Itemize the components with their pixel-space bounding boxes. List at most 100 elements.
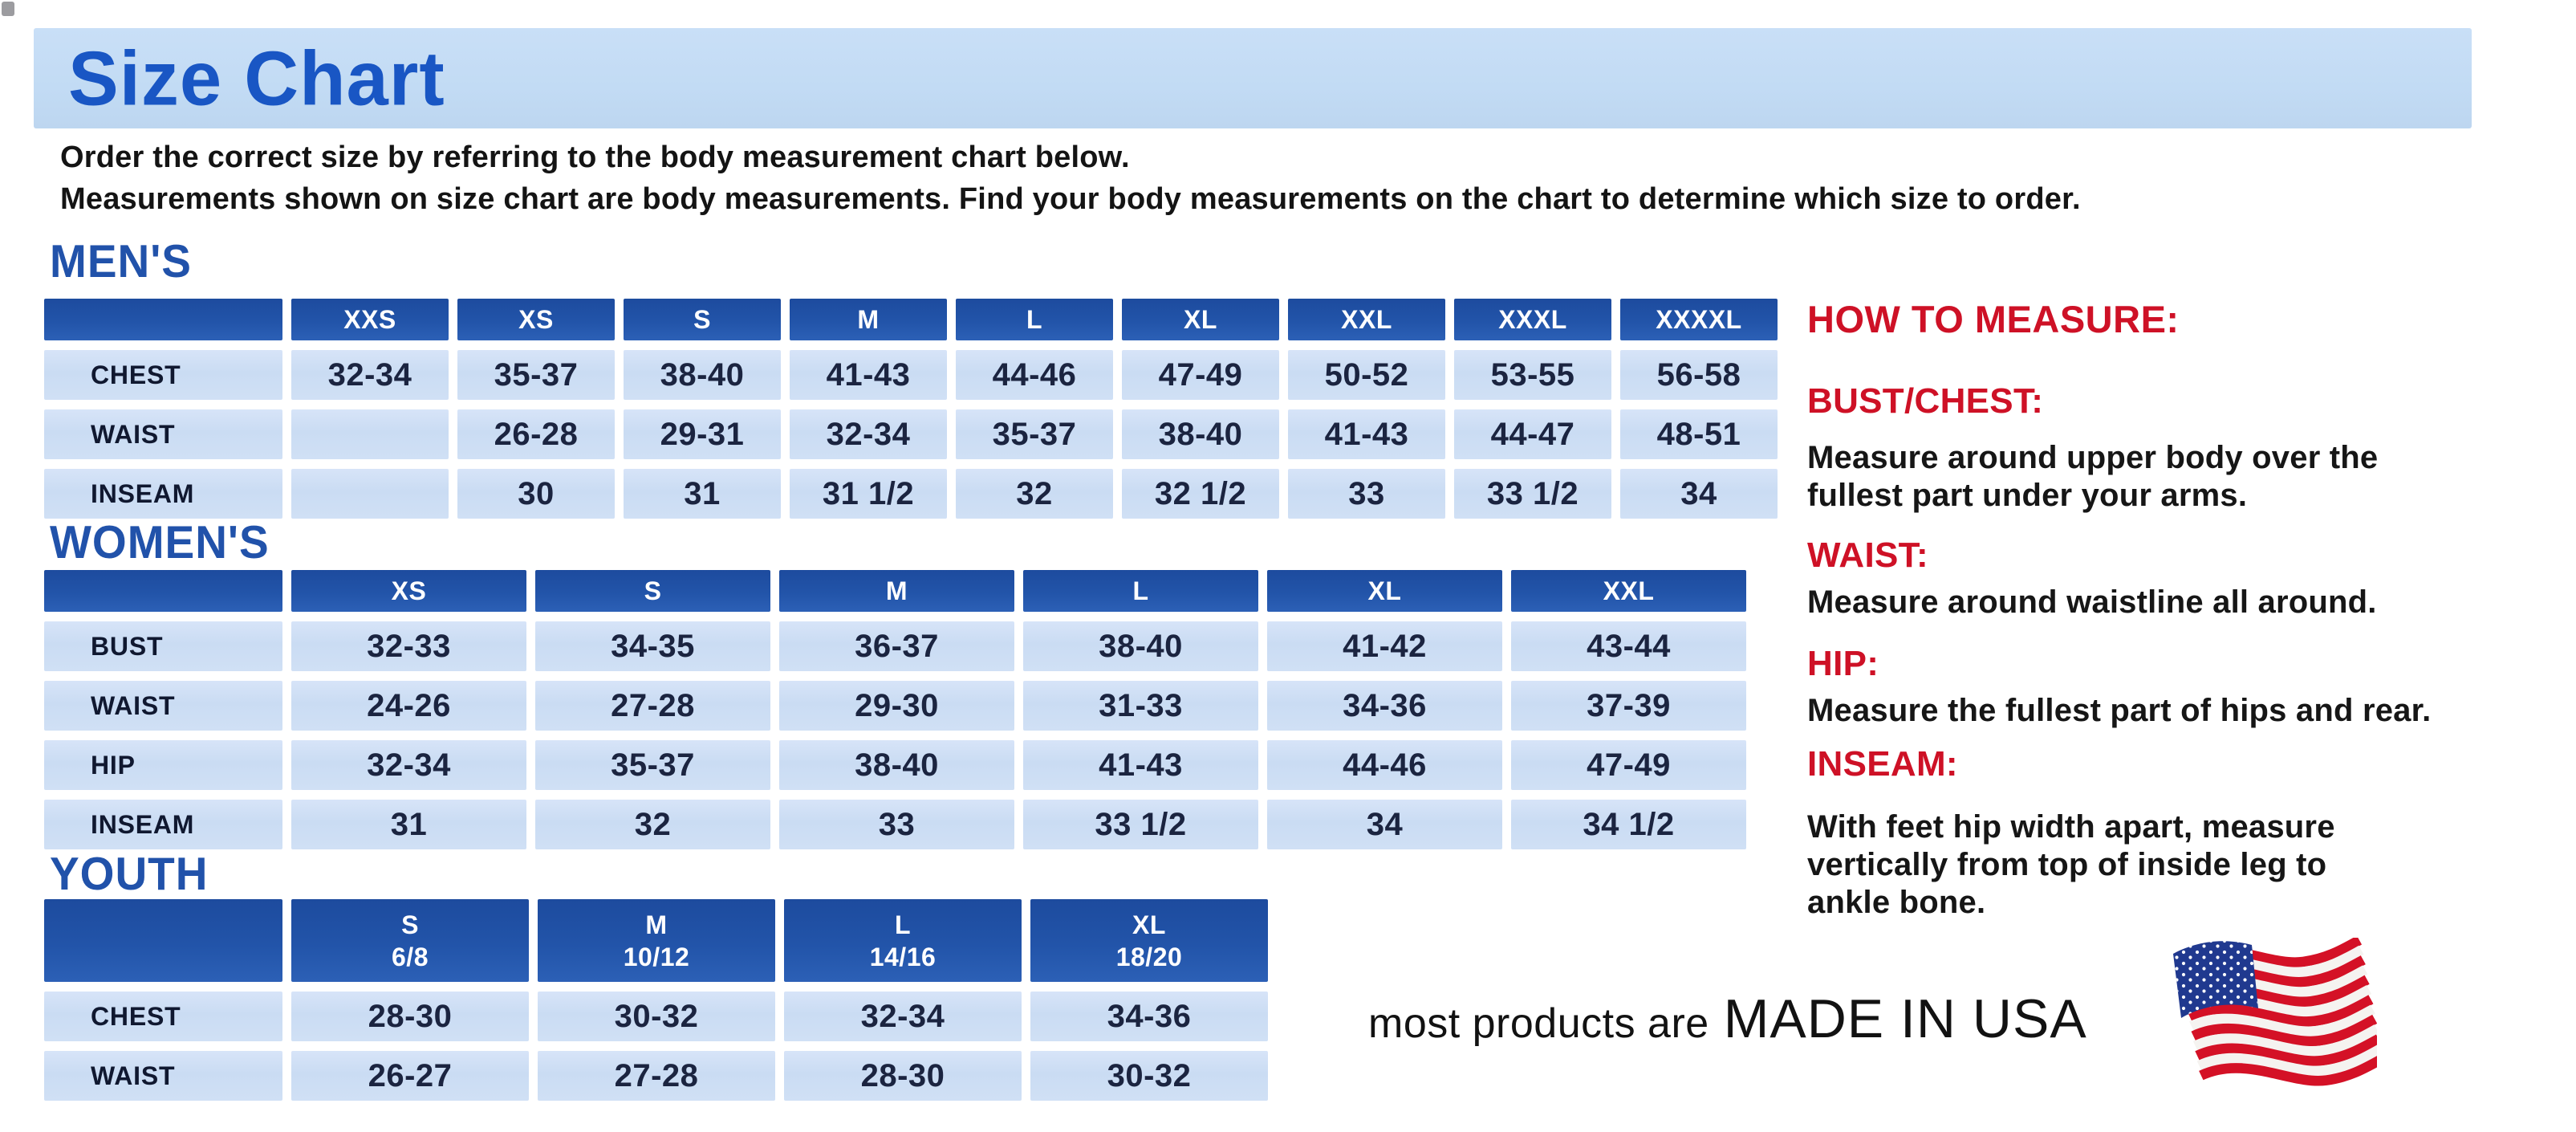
value-cell: 28-30 [784,1051,1022,1101]
value-cell: 38-40 [779,740,1014,790]
value-cell: 48-51 [1620,409,1778,459]
value-cell: 30-32 [538,992,775,1041]
measure-item-label: HIP: [1807,644,1879,683]
value-cell: 36-37 [779,621,1014,671]
measure-item-text: With feet hip width apart, measure verti… [1807,809,2335,920]
value-cell: 32 1/2 [1122,469,1279,519]
how-to-measure-heading: HOW TO MEASURE: [1807,298,2180,340]
row-label: INSEAM [44,469,282,519]
header-cell-size: XL [1122,299,1279,340]
table-row: BUST 32-33 34-35 36-37 38-40 41-42 43-44 [44,621,1746,671]
section-heading-youth: YOUTH [50,847,209,900]
header-cell-size: XXXXL [1620,299,1778,340]
row-label: WAIST [44,1051,282,1101]
value-cell: 44-46 [956,350,1113,400]
value-cell: 38-40 [624,350,781,400]
header-cell-size: M [790,299,947,340]
table-row: INSEAM 30 31 31 1/2 32 32 1/2 33 33 1/2 34 [44,469,1778,519]
youth-size-table: S 6/8 M 10/12 L 14/16 XL 18/20 CHEST 28-30 30-… [44,899,1268,1101]
measure-item: INSEAM: With feet hip width apart, measur… [1807,744,2562,922]
header-cell-size: L [956,299,1113,340]
value-cell: 35-37 [956,409,1113,459]
header-cell-size: XL 18/20 [1030,899,1268,982]
value-cell: 41-43 [1288,409,1445,459]
value-cell: 37-39 [1511,681,1746,731]
header-cell-blank [44,570,282,612]
row-label: HIP [44,740,282,790]
table-header-row: XXS XS S M L XL XXL XXXL XXXXL [44,299,1778,340]
value-cell: 47-49 [1511,740,1746,790]
measure-item: WAIST: Measure around waistline all aroun… [1807,535,2562,621]
row-label: WAIST [44,409,282,459]
value-cell: 31-33 [1023,681,1258,731]
value-cell [291,409,449,459]
value-cell: 56-58 [1620,350,1778,400]
value-cell: 28-30 [291,992,529,1041]
measure-item: HIP: Measure the fullest part of hips and… [1807,644,2562,730]
value-cell: 29-31 [624,409,781,459]
header-cell-size: XS [457,299,615,340]
value-cell: 38-40 [1122,409,1279,459]
value-cell: 34 [1267,800,1502,849]
value-cell: 34 1/2 [1511,800,1746,849]
footer-emphasis: MADE IN USA [1723,988,2087,1049]
table-row: INSEAM 31 32 33 33 1/2 34 34 1/2 [44,800,1746,849]
value-cell: 29-30 [779,681,1014,731]
row-label: CHEST [44,350,282,400]
value-cell: 32-34 [784,992,1022,1041]
header-cell-size: S [535,570,770,612]
value-cell: 43-44 [1511,621,1746,671]
value-cell: 41-43 [790,350,947,400]
value-cell: 33 1/2 [1454,469,1611,519]
value-cell: 24-26 [291,681,526,731]
value-cell: 53-55 [1454,350,1611,400]
value-cell: 44-47 [1454,409,1611,459]
value-cell: 27-28 [538,1051,775,1101]
header-cell-size: M 10/12 [538,899,775,982]
us-flag-icon [2173,938,2377,1086]
value-cell: 26-27 [291,1051,529,1101]
value-cell: 34-36 [1030,992,1268,1041]
table-header-row: XS S M L XL XXL [44,570,1746,612]
table-row: HIP 32-34 35-37 38-40 41-43 44-46 47-49 [44,740,1746,790]
value-cell: 41-42 [1267,621,1502,671]
row-label: BUST [44,621,282,671]
measure-item-label: INSEAM: [1807,744,1958,784]
table-header-row: S 6/8 M 10/12 L 14/16 XL 18/20 [44,899,1268,982]
table-row: CHEST 28-30 30-32 32-34 34-36 [44,992,1268,1041]
value-cell: 31 [291,800,526,849]
intro-text: Order the correct size by referring to t… [60,140,2081,216]
value-cell: 31 [624,469,781,519]
footer-prefix: most products are [1368,1000,1709,1047]
measure-item-text: Measure around upper body over the fulle… [1807,440,2379,513]
measure-item: BUST/CHEST: Measure around upper body ove… [1807,381,2562,515]
value-cell: 41-43 [1023,740,1258,790]
measure-item-text: Measure the fullest part of hips and rea… [1807,693,2432,728]
value-cell: 32 [535,800,770,849]
how-to-measure-panel: HOW TO MEASURE: BUST/CHEST: Measure aroun… [1807,297,2562,922]
value-cell: 30 [457,469,615,519]
header-cell-size: L 14/16 [784,899,1022,982]
section-heading-mens: MEN'S [50,234,192,287]
header-cell-size: XXL [1511,570,1746,612]
table-row: WAIST 24-26 27-28 29-30 31-33 34-36 37-39 [44,681,1746,731]
mens-size-table: XXS XS S M L XL XXL XXXL XXXXL CHEST 32-34 35-37 38-… [44,299,1778,519]
womens-size-table: XS S M L XL XXL BUST 32-33 34-35 36-37 38-40 41-42 4… [44,570,1746,849]
value-cell: 32 [956,469,1113,519]
header-cell-blank [44,299,282,340]
scan-artifact [2,2,14,16]
value-cell: 34 [1620,469,1778,519]
value-cell: 32-34 [790,409,947,459]
measure-item-text: Measure around waistline all around. [1807,584,2377,620]
header-cell-size: L [1023,570,1258,612]
header-cell-size: XS [291,570,526,612]
value-cell: 44-46 [1267,740,1502,790]
header-cell-size: S [624,299,781,340]
row-label: INSEAM [44,800,282,849]
value-cell: 34-36 [1267,681,1502,731]
header-cell-blank [44,899,282,982]
page-title: Size Chart [68,35,445,121]
header-cell-size: M [779,570,1014,612]
value-cell: 33 1/2 [1023,800,1258,849]
value-cell: 47-49 [1122,350,1279,400]
